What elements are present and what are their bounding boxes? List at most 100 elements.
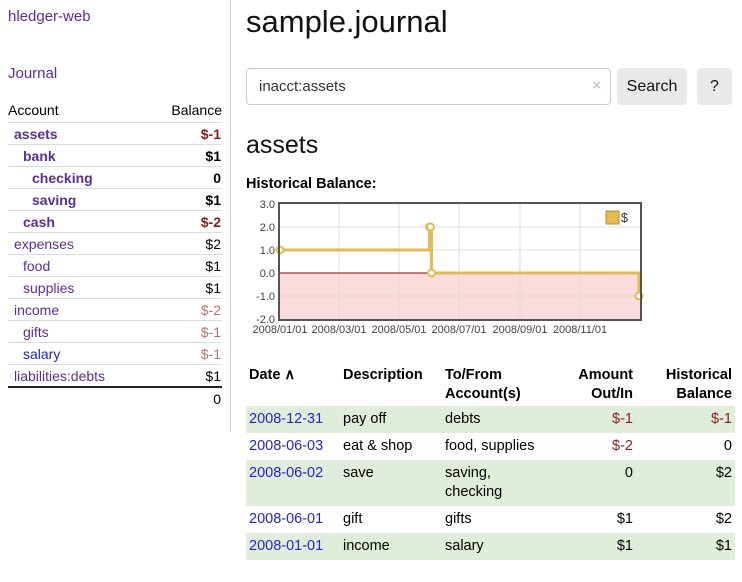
- accounts-total-value: 0: [148, 386, 222, 410]
- accounts-header-row: Account Balance: [8, 99, 222, 123]
- clear-search-icon[interactable]: ×: [592, 77, 601, 94]
- register-row: 2008-12-31 pay off debts $-1 $-1: [246, 406, 735, 433]
- sidebar: hledger-web Journal Account Balance asse…: [0, 0, 231, 432]
- account-row: gifts $-1: [8, 320, 222, 343]
- register-accounts: debts: [445, 411, 481, 427]
- main-content: sample.journal × Search ? assets Histori…: [231, 0, 742, 560]
- account-balance: $-1: [148, 320, 222, 343]
- register-description: gift: [343, 511, 363, 527]
- chart-data-point: [425, 222, 435, 232]
- account-row: food $1: [8, 254, 222, 277]
- account-link[interactable]: gifts: [23, 323, 49, 340]
- app-title-link[interactable]: hledger-web: [8, 8, 91, 25]
- chart-y-tick-label: -1.0: [256, 291, 275, 303]
- chart-title: Historical Balance:: [246, 176, 377, 192]
- register-amount: $1: [616, 511, 633, 527]
- search-box: ×: [246, 68, 611, 105]
- account-balance: $1: [148, 364, 222, 387]
- register-date-link[interactable]: 2008-06-02: [249, 465, 324, 481]
- account-row: assets $-1: [8, 123, 222, 145]
- register-accounts: food, supplies: [445, 438, 535, 454]
- register-row: 2008-06-02 save saving, checking 0 $2: [246, 460, 735, 506]
- register-table: Date ∧ Description To/From Account(s) Amo…: [246, 364, 735, 560]
- help-button[interactable]: ?: [697, 68, 732, 105]
- chart-y-tick-label: 2.0: [260, 222, 275, 234]
- account-balance: $1: [148, 276, 222, 299]
- account-link[interactable]: liabilities:debts: [14, 367, 106, 384]
- register-amount: $-2: [612, 438, 633, 454]
- register-amount: $-1: [612, 411, 633, 427]
- sidebar-item-journal[interactable]: Journal: [8, 65, 58, 82]
- account-balance: $-1: [200, 125, 221, 142]
- register-row: 2008-06-03 eat & shop food, supplies $-2 0: [246, 433, 735, 460]
- account-row: supplies $1: [8, 276, 222, 299]
- register-date: 2008-06-01: [246, 506, 340, 533]
- account-row: saving $1: [8, 188, 222, 211]
- chart-legend-label: $: [621, 211, 628, 225]
- register-header-accounts: To/From Account(s): [445, 367, 521, 402]
- register-balance: $2: [715, 511, 732, 527]
- chart-border: [278, 202, 642, 321]
- register-header-description: Description: [343, 367, 423, 383]
- register-description: eat & shop: [343, 438, 413, 454]
- account-balance: $1: [148, 254, 222, 277]
- page-title: sample.journal: [246, 4, 448, 39]
- chart-y-tick-label: 0.0: [260, 268, 275, 280]
- register-description: income: [343, 538, 390, 554]
- register-header-balance: Historical Balance: [665, 367, 732, 402]
- chart-x-tick-label: 2008/01/01: [252, 324, 307, 336]
- register-balance: $1: [715, 538, 732, 554]
- account-balance: $-1: [148, 342, 222, 365]
- accounts-total-spacer: [8, 386, 149, 410]
- account-link[interactable]: assets: [14, 125, 58, 142]
- account-link[interactable]: expenses: [14, 235, 74, 252]
- register-header-row: Date ∧ Description To/From Account(s) Amo…: [246, 364, 735, 406]
- register-date: 2008-06-03: [246, 433, 340, 460]
- account-row: cash $-2: [8, 210, 222, 233]
- account-row: checking 0: [8, 166, 222, 189]
- chart-x-tick-label: 2008/11/01: [553, 324, 607, 336]
- register-row: 2008-06-01 gift gifts $1 $2: [246, 506, 735, 533]
- register-amount: 0: [624, 465, 633, 481]
- register-header-date[interactable]: Date ∧: [249, 367, 296, 383]
- register-balance: 0: [723, 438, 732, 454]
- account-link[interactable]: checking: [32, 169, 93, 186]
- account-link[interactable]: bank: [23, 147, 56, 164]
- register-amount: $1: [616, 538, 633, 554]
- account-link[interactable]: income: [14, 301, 60, 318]
- account-link[interactable]: supplies: [23, 279, 75, 296]
- register-date: 2008-01-01: [246, 533, 340, 560]
- search-form: × Search ?: [246, 68, 735, 105]
- account-link[interactable]: cash: [23, 213, 55, 230]
- register-row: 2008-01-01 income salary $1 $1: [246, 533, 735, 560]
- account-row: bank $1: [8, 144, 222, 167]
- register-date-link[interactable]: 2008-06-01: [249, 511, 324, 527]
- account-link[interactable]: salary: [23, 345, 61, 362]
- accounts-table: Account Balance assets $-1 bank $1 checking 0…: [8, 99, 222, 410]
- accounts-total-row: 0: [8, 386, 222, 410]
- accounts-header-balance: Balance: [148, 99, 222, 123]
- register-header-amount: Amount Out/In: [578, 367, 633, 402]
- sort-ascending-icon: ∧: [284, 367, 296, 383]
- chart-x-tick-label: 2008/05/01: [371, 324, 426, 336]
- account-heading: assets: [246, 131, 319, 159]
- register-date-link[interactable]: 2008-12-31: [249, 411, 324, 427]
- account-row: liabilities:debts $1: [8, 364, 222, 387]
- register-description: pay off: [343, 411, 387, 427]
- search-input[interactable]: [246, 68, 611, 105]
- search-button[interactable]: Search: [617, 68, 687, 105]
- page: hledger-web Journal Account Balance asse…: [0, 0, 742, 560]
- register-date-link[interactable]: 2008-01-01: [249, 538, 324, 554]
- account-balance: $-2: [148, 210, 222, 233]
- chart-x-tick-label: 2008/03/01: [311, 324, 366, 336]
- account-balance: 0: [148, 166, 222, 189]
- account-row: expenses $2: [8, 232, 222, 255]
- register-date: 2008-12-31: [246, 406, 340, 433]
- register-date-link[interactable]: 2008-06-03: [249, 438, 324, 454]
- account-link[interactable]: saving: [32, 191, 77, 208]
- account-balance: $1: [148, 188, 222, 211]
- account-link[interactable]: food: [23, 257, 51, 274]
- chart-x-tick-label: 2008/09/01: [492, 324, 547, 336]
- chart-data-point: [426, 268, 436, 278]
